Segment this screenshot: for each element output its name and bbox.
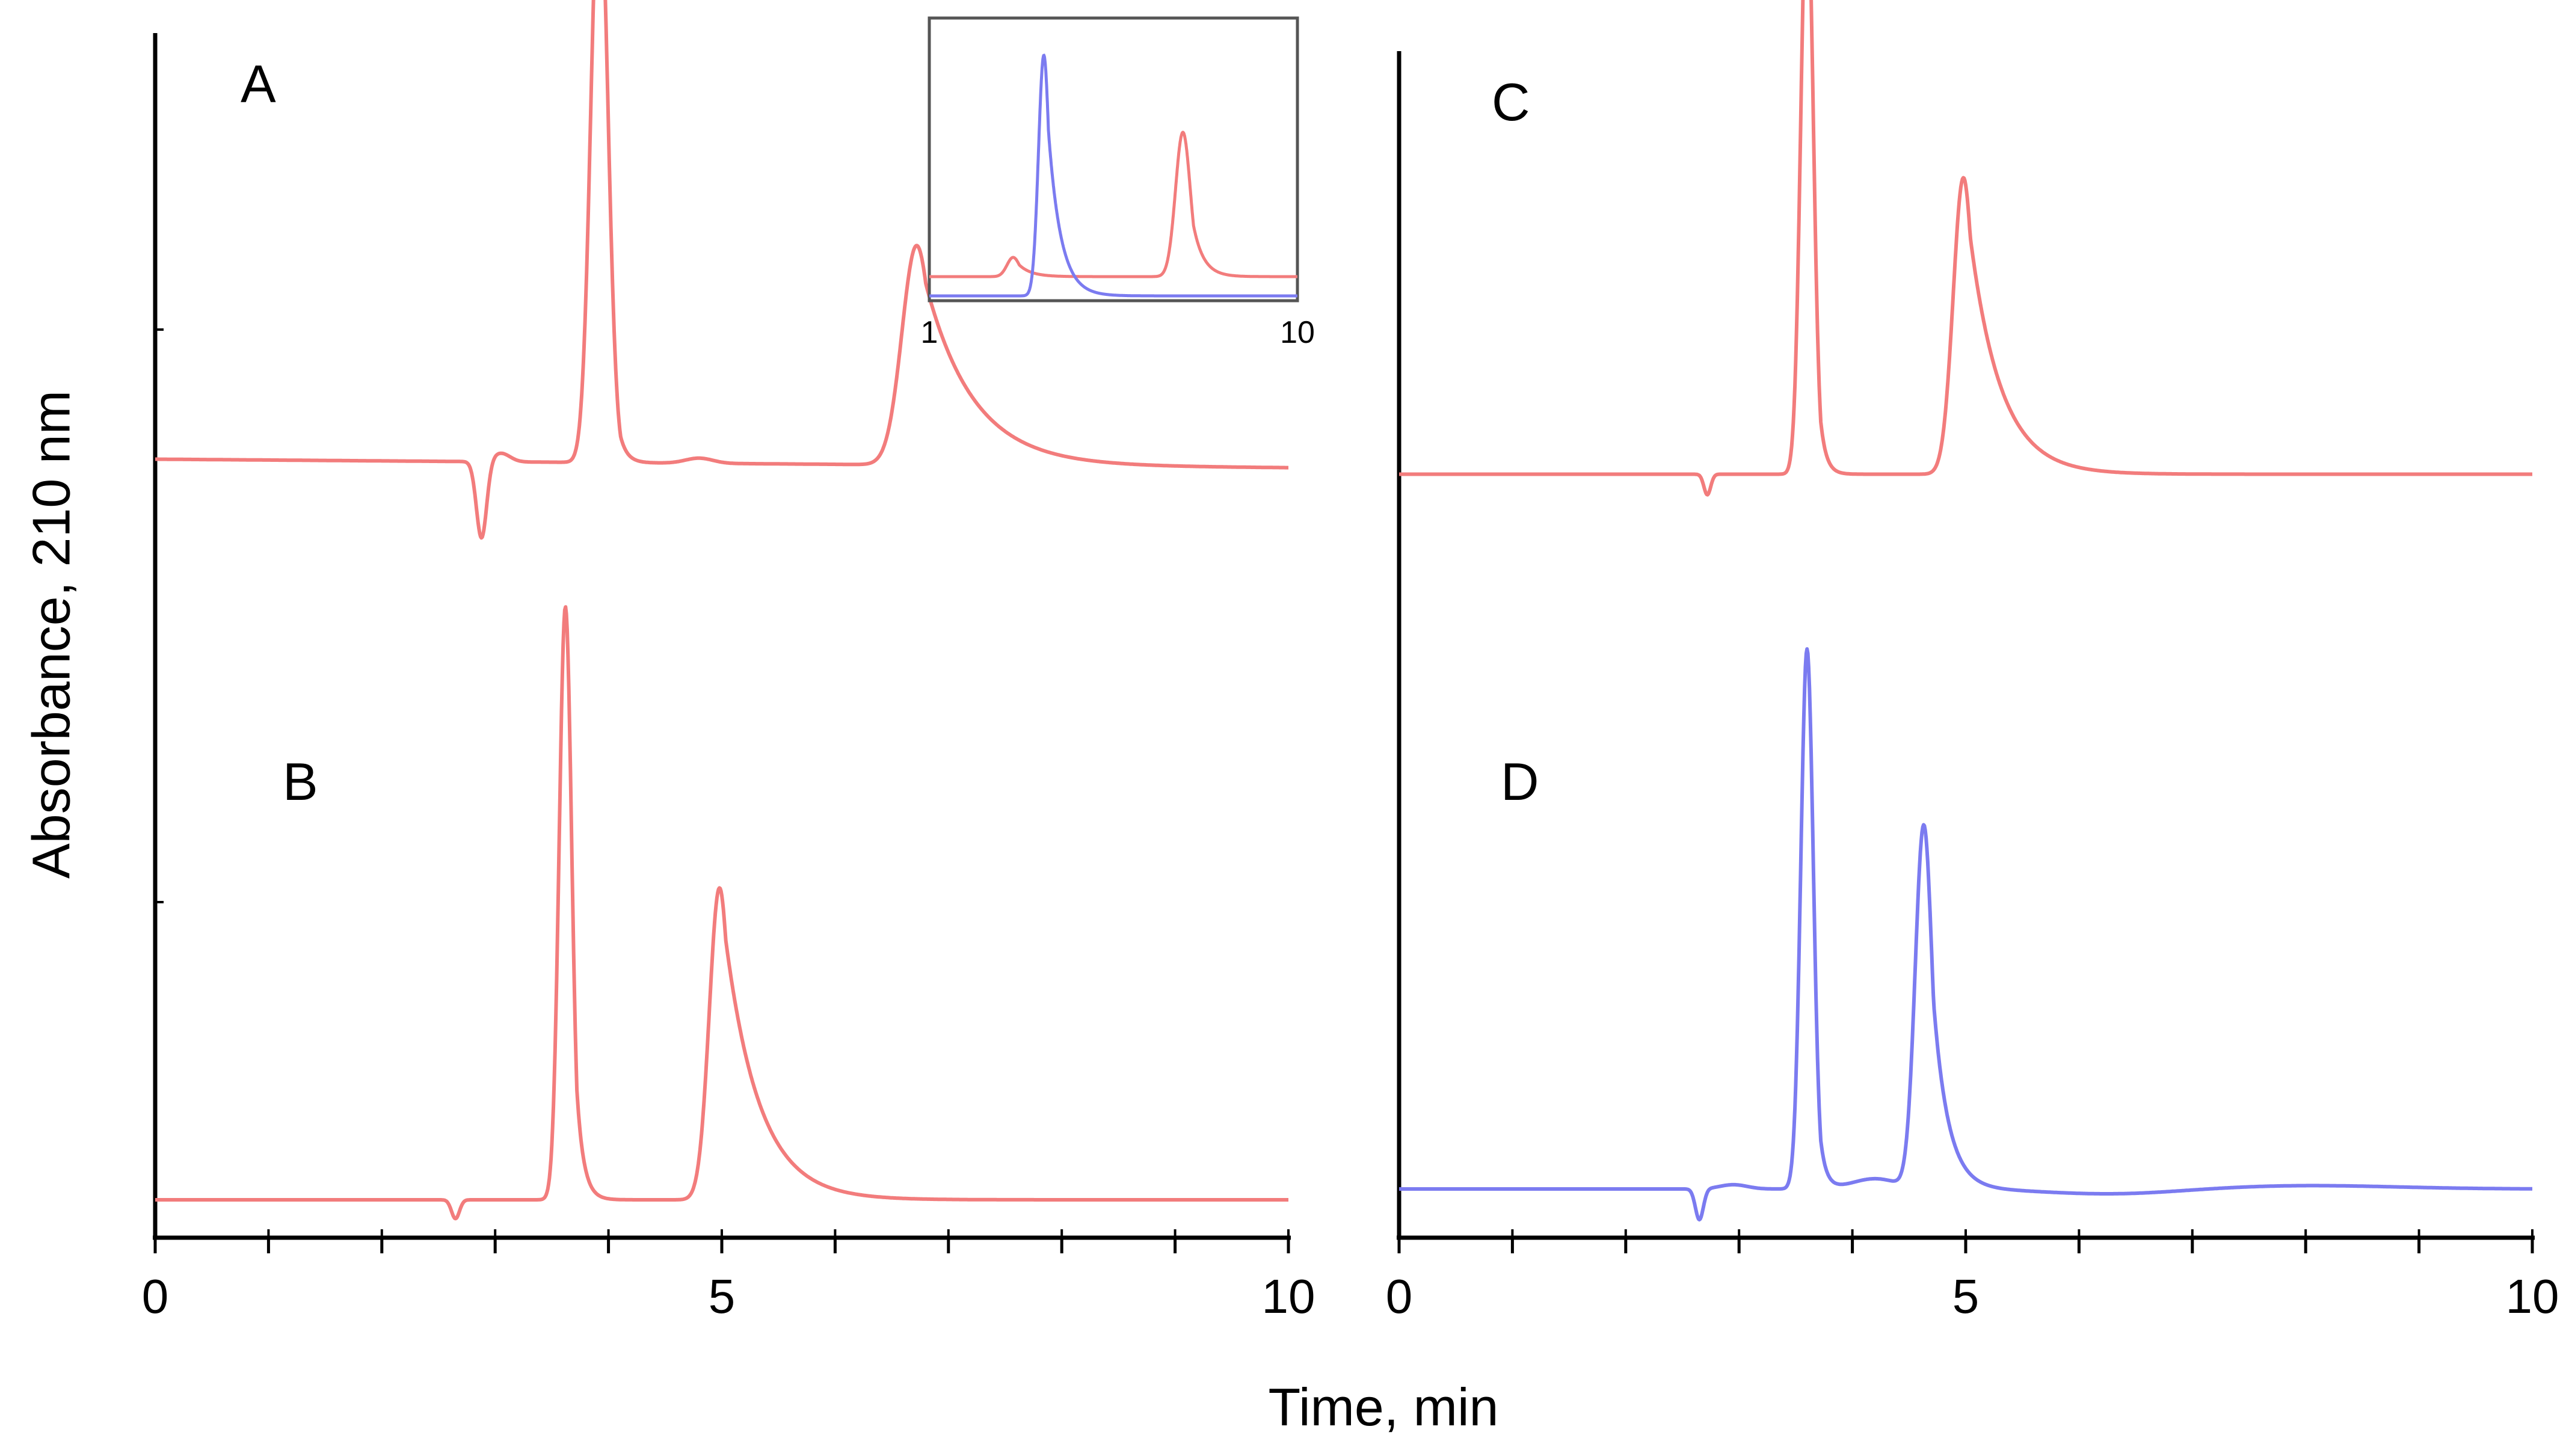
x-tick-label-right: 0	[1386, 1270, 1413, 1323]
x-tick-label-left: 0	[142, 1270, 169, 1323]
y-axis-label: Absorbance, 210 nm	[21, 390, 81, 879]
inset-trace-red	[929, 131, 1297, 278]
x-tick-label-left: 10	[1262, 1270, 1315, 1323]
x-tick-label-right: 10	[2506, 1270, 2559, 1323]
inset-x-tick-label: 10	[1280, 315, 1315, 350]
inset-trace-blue	[929, 54, 1297, 298]
trace-A	[154, 0, 1290, 540]
inset-chart: 1 10	[921, 16, 1315, 350]
trace-label-A: A	[241, 54, 276, 114]
x-tick-label-left: 5	[709, 1270, 736, 1323]
inset-x-tick-label: 1	[921, 315, 938, 350]
inset-frame	[928, 16, 1299, 303]
trace-label-D: D	[1501, 752, 1539, 811]
trace-C	[1398, 0, 2534, 497]
trace-label-B: B	[283, 752, 318, 811]
x-tick-label-right: 5	[1952, 1270, 1980, 1323]
trace-label-C: C	[1492, 72, 1530, 132]
x-axis-label: Time, min	[1269, 1377, 1499, 1437]
trace-B	[154, 605, 1290, 1221]
panels-layer: 0 5 10 A B 1 10 0 5 10 C D	[142, 0, 2559, 1323]
trace-D	[1398, 647, 2534, 1221]
